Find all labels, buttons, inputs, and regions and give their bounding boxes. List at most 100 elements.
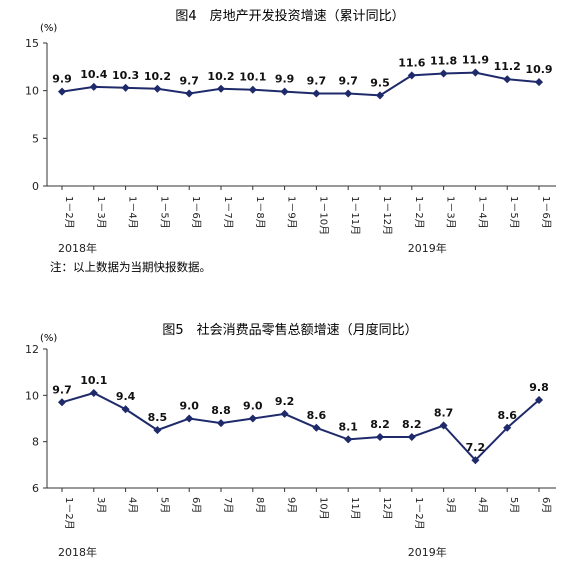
chart2-data-point xyxy=(57,398,67,407)
chart2-series-line xyxy=(61,391,540,462)
chart1-x-tick-label: 1－5月 xyxy=(508,196,520,229)
chart1-data-label: 10.2 xyxy=(144,70,171,83)
chart2-data-point xyxy=(153,426,162,435)
chart1-data-point xyxy=(471,68,480,77)
chart1-data-label: 11.2 xyxy=(494,60,521,73)
chart2-x-tick-label: 6月 xyxy=(540,497,552,513)
chart2-data-point xyxy=(534,395,544,404)
chart2-data-point xyxy=(216,419,226,428)
chart1-data-label: 10.4 xyxy=(80,68,107,81)
chart1-x-tick-label: 1－8月 xyxy=(254,196,266,229)
chart1-data-point xyxy=(344,89,353,98)
chart1-data-label: 9.5 xyxy=(370,76,390,89)
chart2-x-tick-label: 4月 xyxy=(127,497,139,513)
chart1-x-tick-label: 1－12月 xyxy=(381,196,393,235)
chart1-data-point xyxy=(185,89,194,98)
chart2-plot-group: 6 8 10 12 1－2月 3月 4月 5月 6月 7月 8月 9月 10月 11月 12月 1－2月 3月 4… xyxy=(25,343,556,559)
chart1-y-tick-label: 5 xyxy=(32,132,39,145)
chart2-x-tick-label: 6月 xyxy=(190,497,202,513)
chart1-data-point xyxy=(280,87,289,96)
chart2-x-tick-label: 10月 xyxy=(317,497,329,520)
chart2-x-tick-label: 4月 xyxy=(476,497,488,513)
chart1-year-label: 2018年 xyxy=(58,241,97,255)
chart2-data-label: 8.1 xyxy=(338,420,358,433)
chart1-data-label: 9.7 xyxy=(307,75,327,88)
chart2-year-label: 2019年 xyxy=(408,545,447,559)
chart2-data-point xyxy=(280,409,289,418)
chart1-y-tick-label: 0 xyxy=(32,180,39,193)
chart1-y-tick-label: 15 xyxy=(25,37,39,50)
chart1-data-point xyxy=(503,75,512,84)
chart2-y-tick-label: 10 xyxy=(25,389,39,402)
chart2-x-tick-label: 5月 xyxy=(158,497,170,513)
chart1-x-tick-label: 1－7月 xyxy=(222,196,234,229)
chart2-data-point xyxy=(248,414,257,423)
chart2-data-point xyxy=(121,405,130,414)
chart1-data-label: 9.7 xyxy=(179,75,199,88)
chart2-year-label: 2018年 xyxy=(58,545,97,559)
chart2-x-tick-label: 12月 xyxy=(381,497,393,520)
chart2-data-label: 8.5 xyxy=(148,411,168,424)
chart2-unit-label: (%) xyxy=(40,333,57,344)
chart2-x-tick-label: 3月 xyxy=(95,497,107,513)
chart2-data-point xyxy=(375,433,385,442)
chart1-unit-label: (%) xyxy=(40,23,57,34)
chart1-data-point xyxy=(57,87,67,96)
chart1-x-tick-label: 1－3月 xyxy=(95,196,107,229)
chart1-data-point xyxy=(439,69,448,78)
chart2-data-point xyxy=(439,421,448,430)
chart1-data-label: 9.9 xyxy=(52,73,72,86)
chart2-data-label: 8.8 xyxy=(211,404,231,417)
chart1-data-label: 11.8 xyxy=(430,55,457,68)
chart1-x-tick-label: 1－6月 xyxy=(190,196,202,229)
chart2-data-point xyxy=(89,388,98,398)
chart2-x-tick-label: 1－2月 xyxy=(413,497,425,530)
chart2-x-tick-label: 7月 xyxy=(222,497,234,513)
chart2-y-tick-label: 12 xyxy=(25,343,39,356)
chart2-data-label: 8.2 xyxy=(370,418,390,431)
chart1-data-point xyxy=(248,85,257,94)
chart1-data-label: 9.7 xyxy=(338,75,358,88)
chart2-x-tick-label: 8月 xyxy=(254,497,266,513)
chart2-data-label: 8.6 xyxy=(307,409,327,422)
chart1-series-line xyxy=(61,71,540,97)
chart2-data-label: 9.0 xyxy=(243,400,263,413)
chart1-x-tick-label: 1－4月 xyxy=(127,196,139,229)
chart1-x-tick-label: 1－10月 xyxy=(317,196,329,235)
chart1-y-tick-label: 10 xyxy=(25,85,39,98)
chart1-x-tick-label: 1－4月 xyxy=(476,196,488,229)
chart1-data-point xyxy=(407,71,416,80)
chart2-data-label: 9.7 xyxy=(52,383,72,396)
chart2-data-label: 9.4 xyxy=(116,390,136,403)
chart2-y-tick-label: 6 xyxy=(32,482,39,495)
chart1-note: 注：以上数据为当期快报数据。 xyxy=(50,260,211,274)
chart2-x-tick-label: 3月 xyxy=(445,497,457,513)
chart1-data-point xyxy=(534,78,544,87)
chart1-x-tick-label: 1－6月 xyxy=(540,196,552,229)
chart2-data-label: 9.8 xyxy=(529,381,549,394)
chart1-data-point xyxy=(216,84,226,93)
chart2-x-tick-label: 11月 xyxy=(349,497,361,520)
chart1-plot-group: 0 5 10 15 1－2月 1－3月 1－4月 1－5月 1－6月 1－7月 1－8月 1－9月 1－… xyxy=(25,37,556,255)
chart1-title: 图4 房地产开发投资增速（累计同比） xyxy=(175,8,404,24)
chart2-data-point xyxy=(407,433,416,442)
chart2-x-tick-label: 5月 xyxy=(508,497,520,513)
chart2-title: 图5 社会消费品零售总额增速（月度同比） xyxy=(162,322,417,338)
chart2-x-tick-label: 1－2月 xyxy=(63,497,75,530)
chart2-x-tick-label: 9月 xyxy=(286,497,298,513)
chart2-data-label: 8.7 xyxy=(434,406,454,419)
chart1-data-label: 10.1 xyxy=(239,71,266,84)
chart1-data-label: 10.3 xyxy=(112,69,139,82)
chart1-data-label: 11.9 xyxy=(462,54,489,67)
chart1-data-point xyxy=(121,83,130,92)
chart2-data-label: 10.1 xyxy=(80,374,107,387)
chart1-data-label: 11.6 xyxy=(398,56,425,69)
chart1-data-point xyxy=(312,89,321,98)
chart1-data-point xyxy=(153,84,162,93)
chart1-data-label: 10.2 xyxy=(207,70,234,83)
chart2-data-point xyxy=(503,423,512,432)
chart1-data-point xyxy=(375,91,385,100)
chart2-data-label: 9.2 xyxy=(275,395,295,408)
